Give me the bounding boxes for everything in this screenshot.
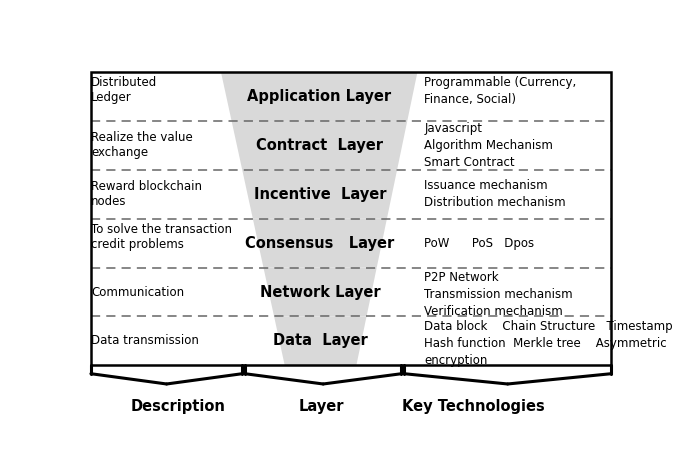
Text: To solve the transaction
credit problems: To solve the transaction credit problems [91, 223, 232, 251]
Text: Data block    Chain Structure   Timestamp
Hash function  Merkle tree    Asymmetr: Data block Chain Structure Timestamp Has… [424, 320, 673, 367]
Text: Application Layer: Application Layer [247, 89, 391, 104]
Text: Javascript
Algorithm Mechanism
Smart Contract: Javascript Algorithm Mechanism Smart Con… [424, 122, 553, 169]
Text: Consensus   Layer: Consensus Layer [245, 236, 395, 251]
Text: PoW      PoS   Dpos: PoW PoS Dpos [424, 237, 534, 250]
Polygon shape [221, 72, 417, 121]
Text: P2P Network
Transmission mechanism
Verification mechanism: P2P Network Transmission mechanism Verif… [424, 271, 573, 318]
Text: Issuance mechanism
Distribution mechanism: Issuance mechanism Distribution mechanis… [424, 179, 566, 209]
Text: Key Technologies: Key Technologies [402, 399, 545, 414]
Text: Realize the value
exchange: Realize the value exchange [91, 132, 192, 160]
Text: Programmable (Currency,
Finance, Social): Programmable (Currency, Finance, Social) [424, 76, 577, 106]
Text: Contract  Layer: Contract Layer [256, 138, 383, 153]
Text: Network Layer: Network Layer [260, 284, 381, 299]
Text: Distributed
Ledger: Distributed Ledger [91, 76, 157, 104]
Polygon shape [274, 317, 366, 365]
Text: Communication: Communication [91, 285, 184, 298]
Text: Data transmission: Data transmission [91, 334, 199, 347]
Polygon shape [264, 268, 377, 317]
Polygon shape [232, 121, 408, 170]
Text: Reward blockchain
nodes: Reward blockchain nodes [91, 180, 202, 208]
Polygon shape [242, 170, 397, 219]
Polygon shape [253, 219, 387, 268]
Text: Incentive  Layer: Incentive Layer [253, 187, 386, 202]
Bar [91, 72, 611, 365]
Text: Layer: Layer [299, 399, 345, 414]
Text: Data  Layer: Data Layer [273, 333, 368, 348]
Text: Description: Description [131, 399, 226, 414]
